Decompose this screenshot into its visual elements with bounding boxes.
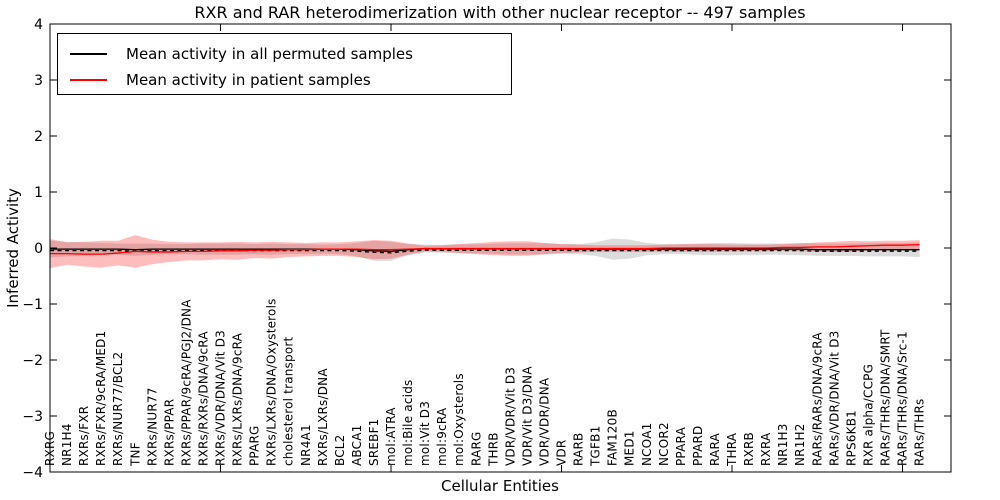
x-category-label: VDR/VDR/Vit D3 xyxy=(503,367,517,466)
x-category-label: PPARG xyxy=(248,425,262,466)
legend: Mean activity in all permuted samples Me… xyxy=(57,33,512,95)
x-category-label: RARA xyxy=(708,432,722,466)
x-category-label: NR1H3 xyxy=(776,423,790,466)
y-tick-label: 0 xyxy=(34,241,43,257)
y-tick-label: 1 xyxy=(34,185,43,201)
band-patient xyxy=(50,235,920,269)
x-category-label: RXRs/NUR77 xyxy=(145,387,159,466)
x-category-label: NR1H2 xyxy=(793,423,807,466)
legend-line-swatch-red xyxy=(70,79,107,81)
x-category-label: RXRs/LXRs/DNA/Oxysterols xyxy=(265,298,279,466)
x-category-label: PPARD xyxy=(691,426,705,467)
x-category-label: FAM120B xyxy=(606,409,620,466)
x-category-label: RARG xyxy=(469,432,483,467)
x-category-label: NCOA1 xyxy=(640,423,654,466)
legend-item-permuted: Mean activity in all permuted samples xyxy=(70,41,511,67)
x-category-label: RXRs/PPAR xyxy=(162,399,176,466)
x-category-label: RXRs/VDR/DNA/Vit D3 xyxy=(214,330,228,466)
x-category-label: RXRs/FXR/9cRA/MED1 xyxy=(94,331,108,466)
x-category-label: RARs/THRs xyxy=(913,399,927,466)
x-category-label: BCL2 xyxy=(333,434,347,466)
x-category-label: cholesterol transport xyxy=(282,336,296,466)
x-category-label: RARs/THRs/DNA/SMRT xyxy=(878,329,892,466)
legend-item-patient: Mean activity in patient samples xyxy=(70,67,511,93)
x-category-label: RXRs/LXRs/DNA xyxy=(316,368,330,466)
x-category-label: mol:Oxysterols xyxy=(452,373,466,466)
y-axis-label: Inferred Activity xyxy=(4,188,22,308)
x-category-label: SREBF1 xyxy=(367,418,381,466)
y-tick-label: −3 xyxy=(22,409,43,425)
chart-title: RXR and RAR heterodimerization with othe… xyxy=(194,3,806,22)
legend-label-permuted: Mean activity in all permuted samples xyxy=(126,45,413,63)
x-category-label: VDR/Vit D3/DNA xyxy=(520,366,534,466)
x-category-label: RXRs/FXR xyxy=(77,406,91,466)
x-category-label: NCOR2 xyxy=(657,422,671,466)
band-permuted xyxy=(50,238,920,261)
x-category-label: RARs/THRs/DNA/Src-1 xyxy=(896,331,910,466)
x-category-label: PPARA xyxy=(674,426,688,466)
x-category-label: TNF xyxy=(128,442,142,467)
x-category-label: RARs/VDR/DNA/Vit D3 xyxy=(827,331,841,466)
y-tick-label: −4 xyxy=(22,465,43,481)
x-category-label: NR1H4 xyxy=(60,423,74,466)
legend-line-swatch-black xyxy=(70,53,107,55)
legend-label-patient: Mean activity in patient samples xyxy=(126,71,371,89)
x-category-label: RXRB xyxy=(742,432,756,466)
x-axis-label: Cellular Entities xyxy=(441,477,559,495)
y-tick-label: 3 xyxy=(34,73,43,89)
line-patient-mean xyxy=(50,243,920,255)
x-category-label: VDR/VDR/DNA xyxy=(537,377,551,466)
x-category-label: ABCA1 xyxy=(350,425,364,466)
y-tick-label: 4 xyxy=(34,17,43,33)
x-category-label: MED1 xyxy=(623,430,637,466)
x-category-label: RXR alpha/CCPG xyxy=(861,364,875,466)
x-category-label: RXRs/RXRs/DNA/9cRA xyxy=(196,331,210,466)
line-permuted-dashed xyxy=(50,249,920,254)
x-category-label: TGFB1 xyxy=(589,426,603,467)
x-category-label: RARB xyxy=(572,433,586,466)
x-category-label: NR4A1 xyxy=(299,424,313,466)
x-category-label: THRB xyxy=(486,432,500,467)
x-category-label: mol:Vit D3 xyxy=(418,401,432,466)
y-tick-label: 2 xyxy=(34,129,43,145)
x-category-label: mol:9cRA xyxy=(435,407,449,466)
x-category-label: RXRs/NUR77/BCL2 xyxy=(111,352,125,466)
x-category-label: RXRs/LXRs/DNA/9cRA xyxy=(231,332,245,466)
x-category-label: RXRA xyxy=(759,432,773,466)
x-category-label: RPS6KB1 xyxy=(844,410,858,466)
x-category-label: RARs/RARs/DNA/9cRA xyxy=(810,332,824,466)
x-category-label: VDR xyxy=(555,440,569,466)
x-category-label: RXRs/PPAR/9cRA/PGJ2/DNA xyxy=(179,299,193,466)
x-category-label: THRA xyxy=(725,432,739,467)
x-category-label: mol:ATRA xyxy=(384,407,398,466)
x-category-label: mol:Bile acids xyxy=(401,380,415,466)
x-category-label: RXRG xyxy=(43,431,57,466)
y-tick-label: −2 xyxy=(22,353,43,369)
y-tick-label: −1 xyxy=(22,297,43,313)
